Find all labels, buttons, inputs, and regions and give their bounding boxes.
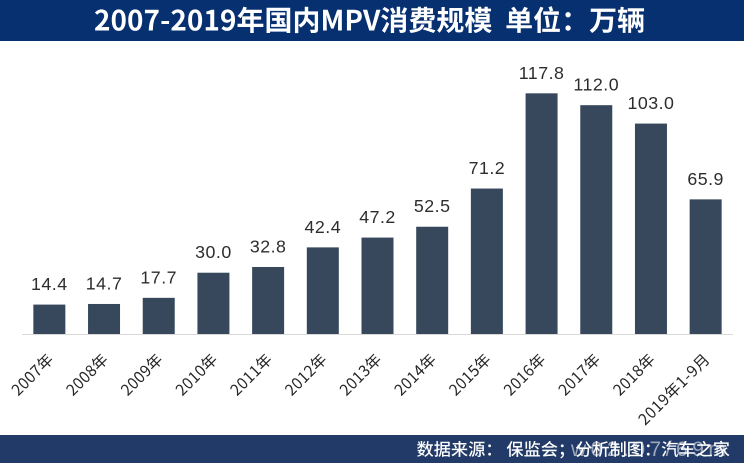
svg-text:42.4: 42.4 bbox=[305, 217, 342, 237]
svg-text:14.4: 14.4 bbox=[31, 274, 68, 294]
svg-text:103.0: 103.0 bbox=[627, 93, 674, 113]
svg-text:71.2: 71.2 bbox=[469, 158, 506, 178]
svg-text:47.2: 47.2 bbox=[359, 207, 396, 227]
svg-text:65.9: 65.9 bbox=[687, 169, 724, 189]
svg-text:112.0: 112.0 bbox=[573, 75, 619, 95]
svg-text:32.8: 32.8 bbox=[250, 236, 287, 256]
svg-text:30.0: 30.0 bbox=[195, 242, 232, 262]
svg-text:14.7: 14.7 bbox=[86, 273, 123, 293]
svg-text:52.5: 52.5 bbox=[414, 196, 451, 216]
svg-text:117.8: 117.8 bbox=[519, 63, 565, 83]
svg-text:w02.07/69m: w02.07/69m bbox=[570, 438, 730, 461]
svg-text:17.7: 17.7 bbox=[140, 267, 177, 287]
